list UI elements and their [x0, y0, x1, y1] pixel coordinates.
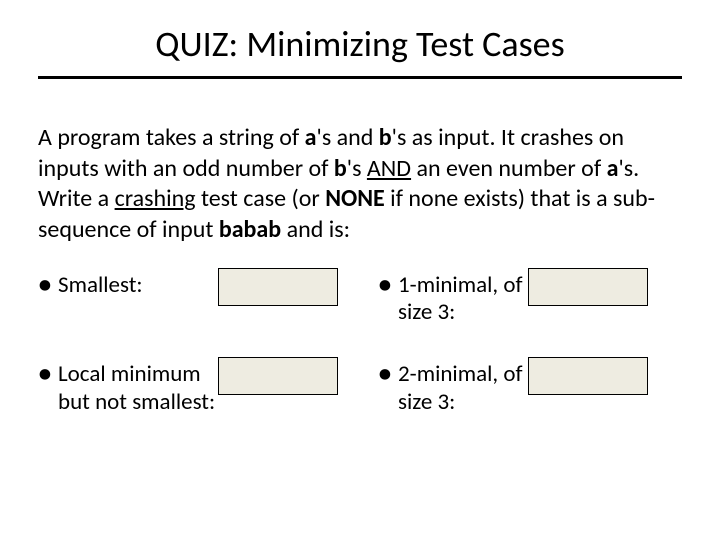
q3-label: 1-minimal, of size 3:: [398, 272, 528, 327]
q2-input[interactable]: [218, 357, 338, 395]
q1-input[interactable]: [218, 268, 338, 306]
q4-label: 2-minimal, of size 3:: [398, 361, 528, 416]
q4-input[interactable]: [528, 357, 648, 395]
bullet-icon: ●: [38, 361, 58, 389]
prompt-text: A program takes a string of a's and b's …: [38, 123, 682, 246]
bullet-icon: ●: [378, 272, 398, 300]
q3-input[interactable]: [528, 268, 648, 306]
page-title: QUIZ: Minimizing Test Cases: [38, 22, 682, 76]
question-grid: ● Smallest: ● 1-minimal, of size 3: ● Lo…: [38, 272, 682, 416]
bullet-icon: ●: [378, 361, 398, 389]
bullet-icon: ●: [38, 272, 58, 300]
title-rule: [38, 76, 682, 79]
q1-label: Smallest:: [58, 272, 218, 300]
q2-label: Local minimum but not smallest:: [58, 361, 218, 416]
